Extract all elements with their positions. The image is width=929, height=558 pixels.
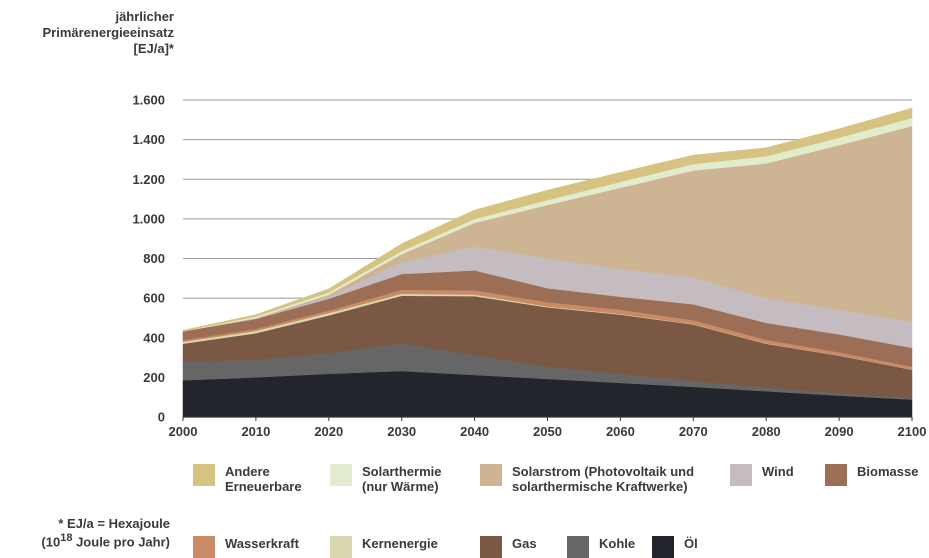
x-tick-label-1: 2010	[241, 424, 270, 439]
legend-label: Gas	[512, 536, 537, 551]
legend-item-0-1: Solarthermie (nur Wärme)	[330, 464, 441, 494]
legend-item-1-3: Kohle	[567, 536, 635, 558]
footnote-line2: (1018 Joule pro Jahr)	[0, 531, 170, 549]
footnote-exponent: 18	[60, 532, 73, 544]
legend-swatch	[825, 464, 847, 486]
legend-item-0-0: Andere Erneuerbare	[193, 464, 302, 494]
legend-label: Wasserkraft	[225, 536, 299, 551]
x-tick-label-10: 2100	[898, 424, 927, 439]
y-axis-title-line2: Primärenergieeinsatz	[42, 25, 174, 40]
x-tick-label-0: 2000	[169, 424, 198, 439]
legend-item-1-1: Kernenergie	[330, 536, 438, 558]
legend-swatch	[567, 536, 589, 558]
footnote-suffix: Joule pro Jahr)	[72, 534, 170, 550]
x-tick-label-6: 2060	[606, 424, 635, 439]
legend-label: Andere Erneuerbare	[225, 464, 302, 494]
stacked-areas	[182, 107, 913, 418]
y-tick-label-7: 1.400	[132, 132, 165, 147]
x-tick-label-9: 2090	[825, 424, 854, 439]
x-tick-label-5: 2050	[533, 424, 562, 439]
legend-swatch	[330, 464, 352, 486]
legend-item-0-4: Biomasse	[825, 464, 918, 486]
y-tick-label-1: 200	[143, 370, 165, 385]
legend-swatch	[730, 464, 752, 486]
legend-swatch	[480, 464, 502, 486]
x-tick-label-4: 2040	[460, 424, 489, 439]
legend-item-1-4: Öl	[652, 536, 698, 558]
legend-label: Solarstrom (Photovoltaik und solarthermi…	[512, 464, 695, 494]
y-tick-label-4: 800	[143, 251, 165, 266]
legend-swatch	[480, 536, 502, 558]
y-tick-label-3: 600	[143, 291, 165, 306]
legend-item-1-2: Gas	[480, 536, 537, 558]
y-tick-label-2: 400	[143, 330, 165, 345]
x-tick-label-3: 2030	[387, 424, 416, 439]
y-axis-title-line1: jährlicher	[115, 9, 174, 24]
legend-label: Biomasse	[857, 464, 919, 479]
legend-swatch	[193, 464, 215, 486]
y-tick-label-8: 1.600	[132, 93, 165, 108]
legend-label: Kernenergie	[362, 536, 438, 551]
y-tick-label-6: 1.200	[132, 172, 165, 187]
legend-swatch	[652, 536, 674, 558]
x-tick-label-7: 2070	[679, 424, 708, 439]
y-tick-label-5: 1.000	[132, 211, 165, 226]
legend-item-0-3: Wind	[730, 464, 794, 486]
legend-label: Solarthermie (nur Wärme)	[362, 464, 442, 494]
legend-item-0-2: Solarstrom (Photovoltaik und solarthermi…	[480, 464, 694, 494]
y-tick-labels: 0 200 400 600 800 1.000 1.200 1.400 1.600	[132, 93, 165, 425]
y-tick-label-0: 0	[158, 410, 165, 425]
footnote-prefix: (10	[41, 534, 61, 550]
legend-swatch	[193, 536, 215, 558]
legend-label: Öl	[684, 536, 698, 551]
y-axis-title: jährlicher Primärenergieeinsatz [EJ/a]*	[42, 9, 174, 57]
x-tick-label-2: 2020	[314, 424, 343, 439]
legend-label: Wind	[762, 464, 794, 479]
y-axis-title-line3: [EJ/a]*	[133, 41, 174, 56]
axes	[182, 416, 913, 421]
footnote: * EJ/a = Hexajoule (1018 Joule pro Jahr)	[0, 516, 170, 549]
legend-label: Kohle	[599, 536, 636, 551]
legend-swatch	[330, 536, 352, 558]
x-tick-label-8: 2080	[752, 424, 781, 439]
x-tick-labels: 2000 2010 2020 2030 2040 2050 2060 2070 2080 2090…	[169, 424, 927, 439]
area-series-9	[182, 107, 913, 332]
footnote-line1: * EJ/a = Hexajoule	[58, 516, 170, 531]
legend-item-1-0: Wasserkraft	[193, 536, 299, 558]
